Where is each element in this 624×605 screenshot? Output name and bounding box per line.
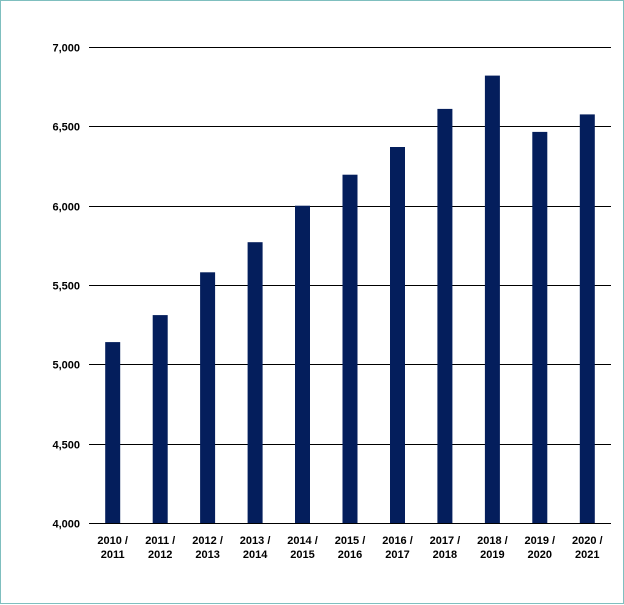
x-tick-label-line: 2010 / — [97, 535, 128, 547]
x-tick-label-line: 2017 / — [430, 535, 461, 547]
x-tick-label: 2018 / 2019 — [477, 535, 508, 561]
bar-3 — [247, 242, 263, 523]
x-tick-label-line: 2012 / — [192, 535, 223, 547]
x-tick-label-line: 2011 — [101, 549, 125, 561]
bar-8 — [484, 75, 500, 523]
x-tick-label-line: 2019 / — [525, 535, 556, 547]
y-axis-tick-labels: 4,000 4,500 5,000 5,500 6,000 6,500 7,000 — [52, 43, 80, 531]
y-tick-label: 6,000 — [52, 202, 80, 214]
y-tick-label: 5,500 — [52, 281, 80, 293]
bar-9 — [532, 131, 548, 523]
bar-6 — [390, 147, 405, 523]
bar-5 — [342, 174, 358, 523]
x-tick-label-line: 2018 / — [477, 535, 508, 547]
x-tick-label: 2011 / 2012 — [145, 535, 175, 561]
x-tick-label-line: 2016 / — [382, 535, 413, 547]
x-tick-label-line: 2012 — [148, 549, 172, 561]
x-tick-label: 2016 / 2017 — [382, 535, 413, 561]
x-tick-label-line: 2019 — [480, 549, 504, 561]
bar-0 — [105, 342, 121, 523]
x-tick-label-line: 2020 — [528, 549, 552, 561]
x-tick-label-line: 2020 / — [572, 535, 603, 547]
y-tick-label: 6,500 — [52, 122, 80, 134]
x-tick-label-line: 2013 / — [240, 535, 271, 547]
x-axis-tick-labels: 2010 / 2011 2011 / 2012 2012 / 2013 2013 / 2014… — [97, 535, 602, 561]
y-tick-label: 7,000 — [52, 43, 80, 55]
x-tick-label-line: 2018 — [433, 549, 457, 561]
x-tick-label-line: 2011 / — [145, 535, 175, 547]
x-tick-label-line: 2015 / — [335, 535, 366, 547]
bar-1 — [152, 315, 168, 523]
x-tick-label: 2017 / 2018 — [430, 535, 461, 561]
bar-7 — [437, 108, 453, 524]
x-tick-label: 2013 / 2014 — [240, 535, 271, 561]
x-tick-label: 2020 / 2021 — [572, 535, 603, 561]
x-tick-label: 2019 / 2020 — [525, 535, 556, 561]
bar-10 — [579, 114, 595, 524]
x-tick-label-line: 2016 — [338, 549, 362, 561]
x-tick-label-line: 2014 / — [287, 535, 318, 547]
x-tick-label: 2010 / 2011 — [97, 535, 128, 561]
bars — [105, 75, 595, 524]
bar-4 — [295, 205, 310, 523]
x-tick-label-line: 2013 — [195, 549, 219, 561]
x-tick-label-line: 2017 — [385, 549, 409, 561]
y-tick-label: 5,000 — [52, 360, 80, 372]
y-tick-label: 4,500 — [52, 440, 80, 452]
x-tick-label: 2014 / 2015 — [287, 535, 318, 561]
x-tick-label-line: 2014 — [243, 549, 268, 561]
bar-2 — [200, 272, 216, 523]
x-tick-label-line: 2021 — [575, 549, 599, 561]
x-tick-label: 2012 / 2013 — [192, 535, 223, 561]
x-tick-label: 2015 / 2016 — [335, 535, 366, 561]
x-tick-label-line: 2015 — [290, 549, 314, 561]
y-tick-label: 4,000 — [52, 519, 80, 531]
